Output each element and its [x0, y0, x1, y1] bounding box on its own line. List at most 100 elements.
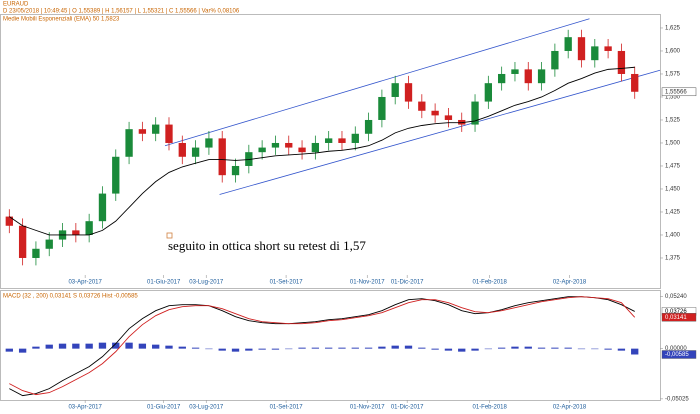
histogram-bar: [258, 348, 266, 350]
y-tick-label: 1,475: [665, 164, 681, 170]
candle-body: [45, 239, 53, 249]
histogram-bar: [444, 348, 453, 351]
candle-body: [325, 138, 333, 143]
y-tick-label: 1,600: [665, 49, 681, 55]
y-tick-label: -0,05025: [665, 396, 689, 402]
candle-body: [617, 50, 626, 74]
histogram-bar: [165, 345, 173, 349]
histogram-bar: [497, 347, 506, 349]
candle-body: [418, 101, 426, 111]
histogram-bar: [391, 345, 399, 349]
x-tick-label: 03-Lug-2017: [189, 405, 224, 411]
x-tick-label: 02-Apr-2018: [553, 280, 587, 286]
candle-body: [298, 147, 306, 153]
symbol: EURAUD: [3, 2, 29, 8]
last-value-label: -0,00585: [665, 352, 689, 358]
macd-line: [9, 296, 635, 397]
annotation-marker: [166, 232, 173, 239]
macd-header: MACD (32 , 200) 0,03141 S 0,03726 Hist -…: [3, 294, 138, 300]
x-tick-label: 01-Nov-2017: [350, 280, 385, 286]
x-tick-label: 01-Set-2017: [270, 280, 304, 286]
trendline: [164, 18, 590, 147]
histogram-bar: [138, 343, 147, 349]
trendline: [219, 69, 661, 195]
x-tick-label: 01-Giu-2017: [147, 405, 181, 411]
histogram-bar: [231, 348, 240, 352]
histogram-bar: [617, 348, 626, 351]
histogram-bar: [58, 343, 67, 349]
histogram-bar: [631, 348, 639, 355]
price-panel: [0, 14, 661, 289]
histogram-bar: [551, 347, 559, 349]
histogram-bar: [471, 348, 479, 351]
candle-body: [5, 216, 13, 226]
annotation: seguito in ottica short su retest di 1,5…: [168, 238, 366, 253]
candle-body: [98, 193, 107, 222]
candle-body: [604, 46, 612, 51]
y-tick-label: 1,625: [665, 26, 681, 32]
candle-body: [631, 73, 639, 92]
histogram-bar: [418, 347, 426, 349]
candle-body: [511, 69, 519, 74]
candle-body: [191, 147, 200, 157]
candle-body: [591, 46, 599, 61]
ohlc-header: D 23/05/2018 | 10:49:45 | O 1,55389 | H …: [3, 9, 240, 15]
candle-body: [431, 110, 439, 116]
histogram-bar: [72, 343, 80, 349]
histogram-bar: [378, 346, 386, 349]
histogram-bar: [205, 348, 213, 350]
histogram-bar: [311, 347, 320, 349]
histogram-bar: [152, 344, 160, 349]
macd-line: [9, 296, 636, 396]
x-tick-label: 01-Giu-2017: [147, 280, 181, 286]
histogram-bar: [524, 346, 532, 349]
histogram-bar: [5, 348, 13, 352]
candle-body: [112, 156, 120, 194]
x-tick-label: 03-Apr-2017: [68, 405, 102, 411]
y-tick-label: 0,05240: [665, 294, 687, 300]
histogram-bar: [271, 348, 280, 350]
histogram-bar: [218, 348, 226, 351]
histogram-bar: [564, 347, 572, 349]
candle-body: [471, 101, 479, 125]
candle-body: [271, 142, 280, 148]
x-tick-label: 01-Feb-2018: [472, 280, 507, 286]
candle-body: [152, 124, 160, 134]
y-tick-label: 1,450: [665, 187, 681, 193]
candle-body: [364, 119, 373, 134]
histogram-bar: [577, 348, 586, 350]
histogram-bar: [591, 348, 599, 350]
histogram-bar: [484, 348, 493, 350]
candle-body: [524, 69, 532, 84]
y-tick-label: 1,400: [665, 233, 681, 239]
candle-body: [404, 83, 413, 102]
y-tick-label: 1,575: [665, 72, 681, 78]
histogram-bar: [351, 347, 359, 349]
candle-body: [125, 129, 133, 157]
x-tick-label: 03-Apr-2017: [68, 280, 102, 286]
x-tick-label: 01-Feb-2018: [472, 405, 507, 411]
candle-body: [378, 96, 386, 120]
histogram-bar: [431, 348, 439, 350]
candle-body: [577, 37, 586, 61]
histogram-bar: [338, 347, 346, 349]
candle-body: [138, 129, 147, 134]
y-tick-label: 1,550: [665, 95, 681, 101]
candle-body: [258, 147, 266, 153]
histogram-bar: [458, 348, 466, 352]
histogram-bar: [85, 343, 93, 349]
x-tick-label: 02-Apr-2018: [553, 405, 587, 411]
histogram-bar: [285, 348, 293, 350]
histogram-bar: [18, 348, 27, 353]
candle-body: [458, 119, 466, 125]
candle-body: [551, 50, 559, 70]
ema-line: [9, 66, 635, 236]
x-tick-label: 01-Dic-2017: [391, 405, 424, 411]
candle-body: [444, 115, 453, 120]
histogram-bar: [245, 348, 253, 351]
histogram-bar: [604, 348, 612, 350]
candle-body: [537, 69, 546, 84]
candle-body: [85, 221, 93, 235]
candle-body: [497, 73, 506, 84]
histogram-bar: [537, 347, 546, 349]
